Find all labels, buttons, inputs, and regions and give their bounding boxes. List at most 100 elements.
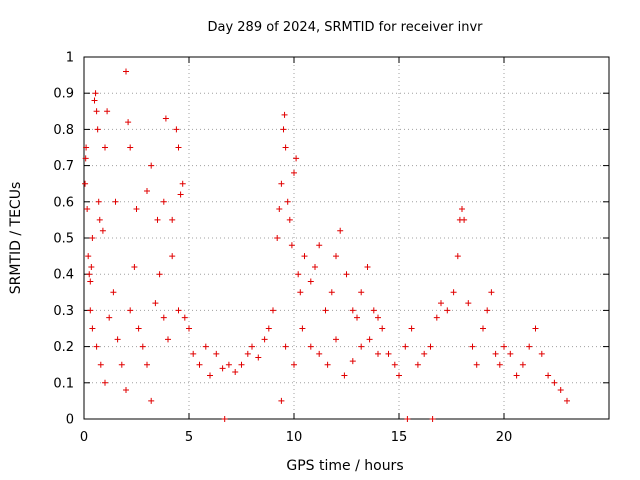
data-point bbox=[278, 397, 285, 404]
data-point bbox=[225, 361, 232, 368]
data-point bbox=[89, 325, 96, 332]
data-point bbox=[244, 350, 251, 357]
data-point bbox=[202, 343, 209, 350]
data-point bbox=[532, 325, 539, 332]
data-point bbox=[82, 180, 89, 187]
data-point bbox=[102, 144, 108, 151]
data-point bbox=[91, 97, 98, 104]
data-point bbox=[110, 289, 117, 296]
data-point bbox=[316, 242, 323, 249]
data-point bbox=[175, 307, 182, 314]
data-point bbox=[473, 361, 480, 368]
data-point bbox=[343, 271, 350, 278]
data-point bbox=[488, 289, 495, 296]
data-point bbox=[354, 314, 360, 321]
data-point bbox=[280, 126, 287, 133]
data-point bbox=[92, 90, 99, 97]
data-point bbox=[270, 307, 276, 314]
plot-frame bbox=[83, 56, 610, 420]
data-point bbox=[93, 108, 100, 115]
data-point bbox=[144, 361, 150, 368]
data-point bbox=[324, 361, 331, 368]
axis-ticks: 00.10.20.30.40.50.60.70.80.910 5 10 15 20 bbox=[53, 51, 609, 445]
data-point bbox=[429, 416, 436, 422]
data-point bbox=[114, 336, 121, 343]
data-point bbox=[175, 144, 182, 151]
data-point bbox=[169, 253, 176, 260]
data-point bbox=[99, 227, 106, 234]
data-point bbox=[148, 162, 155, 169]
data-point bbox=[139, 343, 146, 350]
chart-title: Day 289 of 2024, SRMTID for receiver inv… bbox=[207, 20, 483, 35]
data-point bbox=[396, 372, 402, 379]
data-point bbox=[95, 198, 102, 205]
data-point bbox=[125, 119, 132, 126]
data-point bbox=[162, 115, 169, 122]
data-point bbox=[282, 343, 289, 350]
data-point bbox=[186, 325, 192, 332]
data-point bbox=[106, 314, 113, 321]
y-tick-label: 0.1 bbox=[53, 376, 74, 391]
data-point bbox=[375, 314, 381, 321]
data-point bbox=[385, 350, 392, 357]
data-point bbox=[328, 289, 335, 296]
data-point bbox=[165, 336, 171, 343]
data-point bbox=[84, 206, 91, 213]
data-point bbox=[484, 307, 491, 314]
grid bbox=[84, 57, 609, 419]
data-point bbox=[427, 343, 434, 350]
y-tick-label: 0 bbox=[66, 413, 74, 428]
data-point bbox=[307, 278, 314, 285]
y-tick-label: 0.8 bbox=[53, 123, 74, 138]
data-point bbox=[123, 387, 129, 394]
x-tick-label: 15 bbox=[391, 430, 408, 445]
data-point bbox=[181, 314, 188, 321]
data-point bbox=[322, 307, 329, 314]
data-point bbox=[480, 325, 486, 332]
data-point bbox=[284, 198, 291, 205]
data-point bbox=[238, 361, 245, 368]
data-point bbox=[118, 361, 125, 368]
data-point bbox=[127, 307, 134, 314]
data-point bbox=[301, 253, 308, 260]
data-point bbox=[160, 314, 167, 321]
x-tick-label: 5 bbox=[185, 430, 193, 445]
data-point bbox=[94, 126, 101, 133]
y-tick-label: 0.9 bbox=[53, 87, 74, 102]
data-point bbox=[89, 235, 96, 241]
data-point bbox=[358, 289, 365, 296]
data-point bbox=[364, 263, 371, 270]
data-point bbox=[421, 350, 428, 357]
data-point bbox=[177, 191, 184, 198]
data-point bbox=[82, 155, 89, 162]
data-point bbox=[135, 325, 142, 332]
y-tick-label: 0.5 bbox=[53, 232, 74, 247]
data-point bbox=[274, 235, 281, 241]
data-point bbox=[288, 242, 295, 249]
data-point bbox=[86, 271, 93, 278]
data-point bbox=[83, 144, 90, 151]
data-point bbox=[282, 144, 289, 151]
data-point bbox=[207, 372, 213, 379]
y-tick-label: 1 bbox=[66, 51, 74, 66]
data-point bbox=[88, 263, 95, 270]
data-point bbox=[85, 253, 92, 260]
data-point bbox=[295, 271, 302, 278]
data-point bbox=[160, 198, 167, 205]
data-point bbox=[173, 126, 180, 133]
data-point bbox=[433, 314, 440, 321]
data-point bbox=[551, 379, 558, 386]
data-point bbox=[469, 343, 476, 350]
data-point bbox=[370, 307, 377, 314]
data-point bbox=[375, 350, 381, 357]
data-point bbox=[414, 361, 421, 368]
data-point bbox=[349, 358, 356, 365]
y-tick-label: 0.7 bbox=[53, 159, 74, 174]
y-axis-label: SRMTID / TECUs bbox=[8, 182, 24, 295]
data-point bbox=[526, 343, 533, 350]
data-point bbox=[538, 350, 545, 357]
data-point bbox=[152, 300, 159, 307]
data-point bbox=[169, 216, 176, 223]
data-point bbox=[219, 365, 226, 372]
y-tick-label: 0.6 bbox=[53, 195, 74, 210]
